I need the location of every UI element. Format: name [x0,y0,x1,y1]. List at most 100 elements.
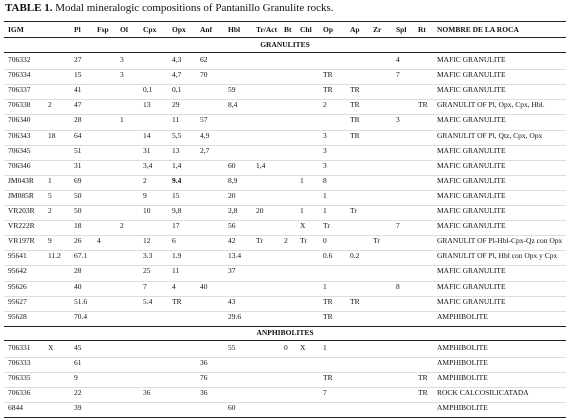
table-cell: 27 [74,55,82,64]
column-header: Cpx [143,25,157,34]
table-cell: 47 [74,100,82,110]
table-cell: 3,4 [143,160,153,170]
table-cell: X [48,342,54,352]
table-cell: 0 [323,236,327,246]
column-header: Tr/Act [256,25,278,34]
table-cell: TR [350,100,360,110]
table-cell: 2 [284,236,288,246]
table-cell: 2 [120,221,124,231]
table-cell: TR [418,373,428,382]
table-cell: 706343 [8,130,31,140]
table-cell: 706335 [8,373,31,382]
table-cell: 76 [200,373,208,382]
table-cell: 4 [172,281,176,291]
table-cell: ROCK CALCOSILICATADA [437,388,529,398]
table-cell: 95641 [8,251,27,261]
column-header: NOMBRE DE LA ROCA [437,25,519,34]
table-cell: 4,9 [200,130,210,140]
table-cell: 25 [143,266,151,276]
table-cell: 56 [228,221,236,231]
table-cell: 17 [172,221,180,231]
table-cell: 1 [300,175,304,185]
row-rule [4,99,566,101]
table-cell: 28 [74,266,82,276]
table-cell: TR [323,373,333,382]
table-cell: 50 [74,190,82,200]
rule [4,37,566,38]
table-cell: 95628 [8,311,27,321]
table-cell: X [300,342,306,352]
table-cell: 20 [228,190,236,200]
table-cell: 3 [323,160,327,170]
table-cell: 1,4 [172,160,182,170]
table-cell: MAFIC GRANULITE [437,206,506,215]
table-cell: Tr [323,221,330,231]
table-cell: 1.9 [172,251,182,261]
column-header: Bt [284,25,292,34]
row-rule [4,356,566,358]
table-cell: 6 [172,236,176,246]
table-cell: 9 [143,190,147,200]
row-rule [4,265,566,267]
table-cell: MAFIC GRANULITE [437,85,506,95]
row-rule [4,325,566,327]
table-cell: 41 [74,85,82,95]
row-rule [4,174,566,176]
column-header: Fsp [97,25,109,34]
row-rule [4,235,566,237]
table-cell: TR [350,85,360,95]
table-cell: MAFIC GRANULITE [437,160,506,170]
table-cell: AMPHIBOLITE [437,373,488,382]
table-cell: 9,8 [172,206,182,215]
table-cell: 43 [228,296,236,306]
table-cell: 4 [396,55,400,64]
table-cell: TR [350,115,360,125]
table-cell: TR [418,388,428,398]
column-header: IGM [8,25,24,34]
table-cell: 95626 [8,281,27,291]
table-cell: 45 [74,342,82,352]
row-rule [4,280,566,282]
column-header: Anf [200,25,213,34]
column-header: Pl [74,25,81,34]
table-cell: VR203R [8,206,35,215]
table-cell: 1 [120,115,124,125]
table-cell: 11 [172,266,180,276]
table-cell: 29.6 [228,311,242,321]
table-cell: 12 [143,236,151,246]
table-cell: MAFIC GRANULITE [437,221,506,231]
table-cell: 26 [74,236,82,246]
table-cell: 3 [120,70,124,80]
table-cell: 8,4 [228,100,238,110]
rule [4,52,566,53]
table-cell: 5,5 [172,130,182,140]
table-cell: Tr [256,236,263,246]
table-cell: 2,8 [228,206,238,215]
table-cell: 36 [200,357,208,367]
column-header: Chl [300,25,312,34]
table-cell: 2 [48,100,52,110]
table-cell: VR222R [8,221,35,231]
table-cell: 39 [74,403,82,413]
table-cell: 4,3 [172,55,182,64]
table-cell: 70 [200,70,208,80]
table-cell: MAFIC GRANULITE [437,70,506,80]
column-header: Opx [172,25,186,34]
table-cell: 95627 [8,296,27,306]
table-cell: 7 [323,388,327,398]
table-cell: 0 [284,342,288,352]
table-cell: 50 [74,206,82,215]
table-cell: MAFIC GRANULITE [437,190,506,200]
table-cell: 3 [323,145,327,155]
column-header: Rt [418,25,426,34]
table-cell: 2 [48,206,52,215]
table-cell: 3 [396,115,400,125]
table-cell: TR [323,296,333,306]
table-cell: MAFIC GRANULITE [437,266,506,276]
row-rule [4,159,566,161]
rule [4,21,566,22]
row-rule [4,387,566,389]
table-cell: MAFIC GRANULITE [437,115,506,125]
row-rule [4,144,566,146]
